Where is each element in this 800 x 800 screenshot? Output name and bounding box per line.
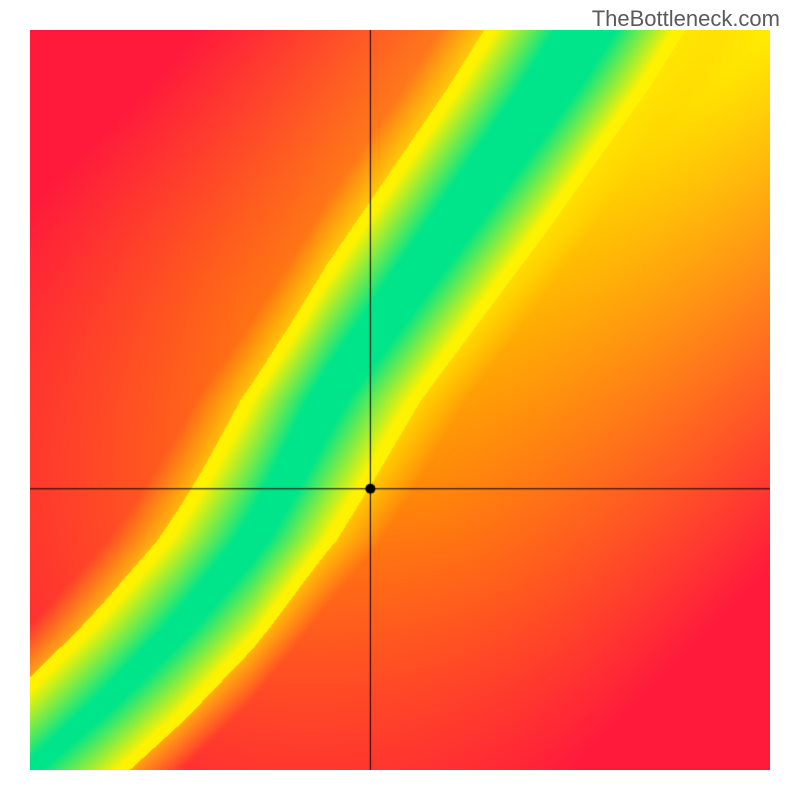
watermark-text: TheBottleneck.com xyxy=(592,6,780,32)
heatmap-canvas xyxy=(30,30,770,770)
chart-container: TheBottleneck.com xyxy=(0,0,800,800)
